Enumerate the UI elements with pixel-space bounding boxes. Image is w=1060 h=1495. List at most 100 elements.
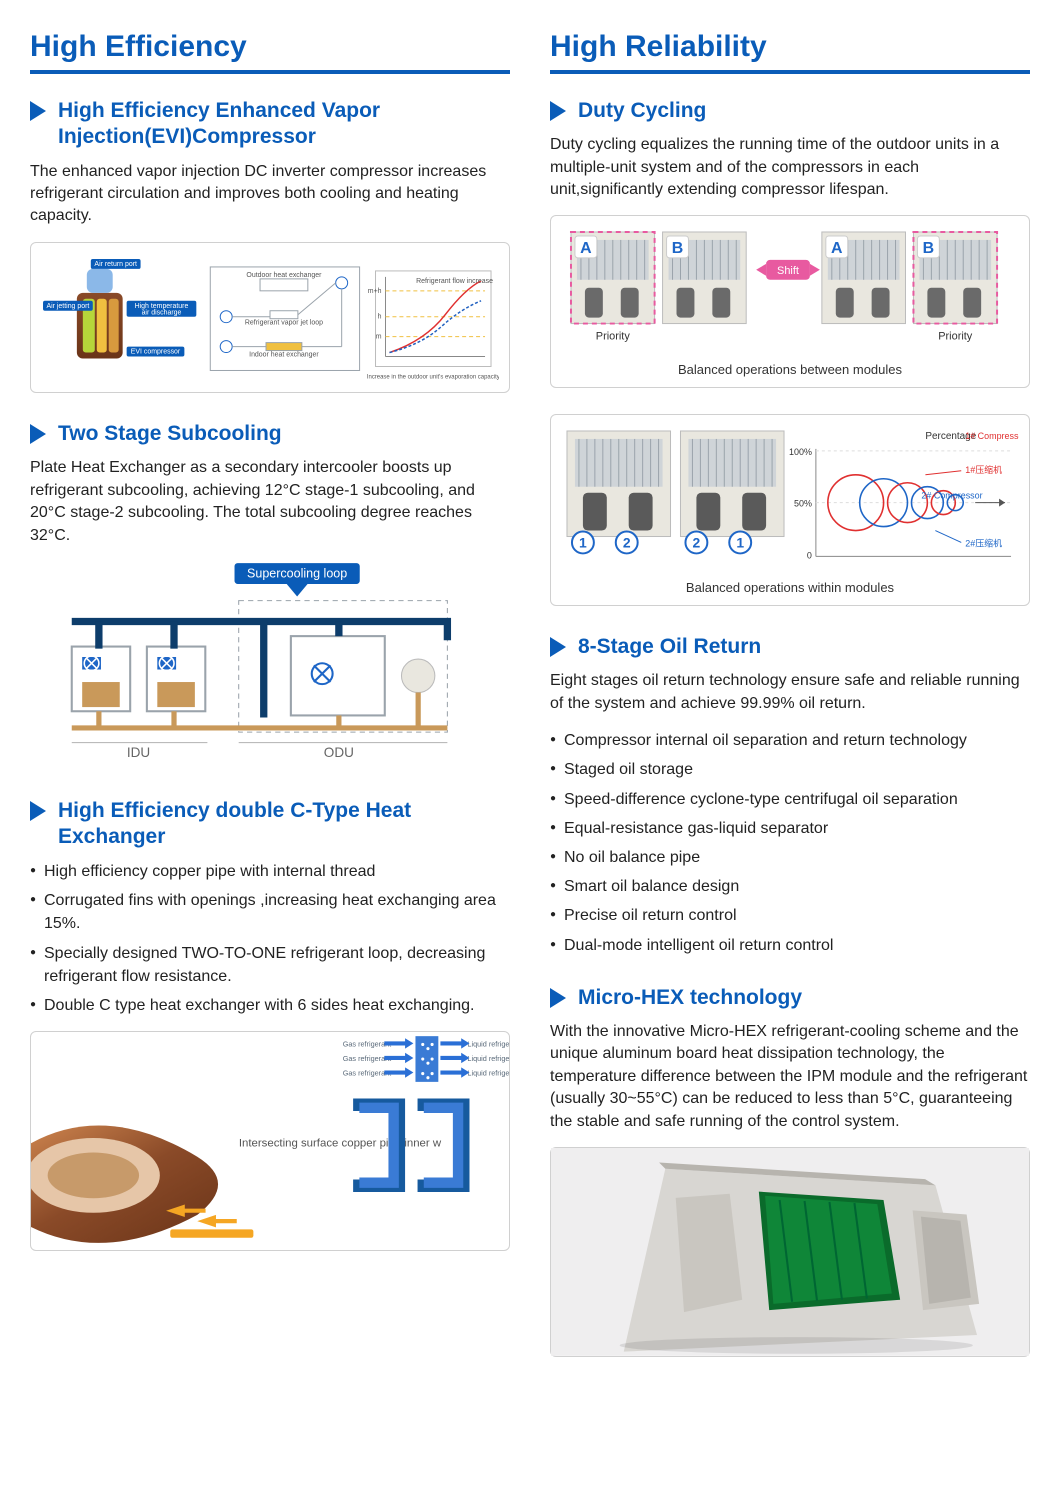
svg-text:Gas refrigerant: Gas refrigerant — [343, 1069, 391, 1078]
duty-within-diagram: 1 2 2 1 Percentage 1# Compressor — [561, 425, 1019, 574]
bullet-item: Speed-difference cyclone-type centrifuga… — [550, 788, 1030, 811]
svg-text:2: 2 — [693, 534, 701, 550]
svg-text:2: 2 — [623, 534, 631, 550]
svg-text:EVI compressor: EVI compressor — [131, 348, 181, 355]
microhex-body: With the innovative Micro-HEX refrigeran… — [550, 1021, 1030, 1133]
figure-duty-within: 1 2 2 1 Percentage 1# Compressor — [550, 414, 1030, 606]
svg-text:Increase in the outdoor unit's: Increase in the outdoor unit's evaporati… — [367, 374, 499, 380]
section-duty: Duty Cycling Duty cycling equalizes the … — [550, 98, 1030, 606]
left-main-heading: High Efficiency — [30, 30, 510, 64]
svg-text:B: B — [923, 240, 935, 257]
figure-subcooling: Supercooling loop — [30, 561, 510, 770]
svg-text:Refrigerant vapor jet loop: Refrigerant vapor jet loop — [245, 319, 323, 326]
svg-text:B: B — [672, 240, 684, 257]
bullet-item: Corrugated fins with openings ,increasin… — [30, 889, 510, 935]
svg-text:m+h: m+h — [368, 287, 382, 294]
bullet-item: Precise oil return control — [550, 904, 1030, 927]
bullet-item: Smart oil balance design — [550, 875, 1030, 898]
figure-duty-between: A B A B Shift Priority Priority Bal — [550, 215, 1030, 387]
svg-text:0: 0 — [807, 550, 812, 560]
svg-text:ODU: ODU — [324, 745, 354, 760]
section-evi: High Efficiency Enhanced Vapor Injection… — [30, 98, 510, 393]
svg-text:Intersecting surface copper pi: Intersecting surface copper pipe inner w — [239, 1138, 442, 1150]
svg-text:Supercooling loop: Supercooling loop — [247, 567, 347, 581]
subheading-microhex: Micro-HEX technology — [550, 985, 1030, 1011]
left-column: High Efficiency High Efficiency Enhanced… — [30, 30, 510, 1385]
right-column: High Reliability Duty Cycling Duty cycli… — [550, 30, 1030, 1385]
bullet-item: Specially designed TWO-TO-ONE refrigeran… — [30, 942, 510, 988]
evi-body: The enhanced vapor injection DC inverter… — [30, 161, 510, 228]
arrow-icon — [30, 801, 46, 821]
subheading-oil-title: 8-Stage Oil Return — [578, 634, 761, 660]
right-heading-underline — [550, 70, 1030, 74]
svg-text:Liquid refrigerant: Liquid refrigerant — [467, 1054, 509, 1063]
svg-text:Priority: Priority — [938, 331, 973, 343]
microhex-diagram — [551, 1148, 1029, 1356]
svg-text:Liquid refrigerant: Liquid refrigerant — [467, 1069, 509, 1078]
subcooling-diagram: Supercooling loop — [30, 561, 510, 770]
left-heading-underline — [30, 70, 510, 74]
subheading-oil: 8-Stage Oil Return — [550, 634, 1030, 660]
bullet-item: No oil balance pipe — [550, 846, 1030, 869]
svg-text:Liquid refrigerant: Liquid refrigerant — [467, 1040, 509, 1049]
figure-evi: Air return port Air jetting port High te… — [30, 242, 510, 393]
subheading-microhex-title: Micro-HEX technology — [578, 985, 802, 1011]
svg-text:Air return port: Air return port — [94, 261, 137, 268]
svg-text:1# Compressor: 1# Compressor — [965, 431, 1019, 441]
ctype-diagram: Intersecting surface copper pipe inner w… — [31, 1032, 509, 1251]
svg-text:air discharge: air discharge — [142, 309, 182, 316]
subheading-duty: Duty Cycling — [550, 98, 1030, 124]
svg-text:High temperature: High temperature — [135, 302, 189, 309]
svg-text:Outdoor heat exchanger: Outdoor heat exchanger — [246, 272, 322, 279]
arrow-icon — [550, 988, 566, 1008]
svg-text:m: m — [376, 333, 382, 340]
figure-ctype: Intersecting surface copper pipe inner w… — [30, 1031, 510, 1251]
svg-text:100%: 100% — [789, 447, 812, 457]
svg-text:A: A — [831, 240, 843, 257]
svg-text:50%: 50% — [794, 498, 812, 508]
arrow-icon — [550, 637, 566, 657]
subheading-ctype: High Efficiency double C-Type Heat Excha… — [30, 798, 510, 851]
svg-text:Refrigerant flow increase: Refrigerant flow increase — [416, 278, 493, 285]
caption-within: Balanced operations within modules — [561, 580, 1019, 595]
svg-text:2# Compressor: 2# Compressor — [921, 491, 982, 501]
svg-text:2#压缩机: 2#压缩机 — [965, 537, 1002, 548]
page-columns: High Efficiency High Efficiency Enhanced… — [30, 30, 1030, 1385]
bullet-item: Equal-resistance gas-liquid separator — [550, 817, 1030, 840]
svg-text:Shift: Shift — [777, 265, 799, 277]
section-subcooling: Two Stage Subcooling Plate Heat Exchange… — [30, 421, 510, 770]
bullet-item: Staged oil storage — [550, 758, 1030, 781]
svg-text:1: 1 — [736, 534, 744, 550]
right-main-heading: High Reliability — [550, 30, 1030, 64]
bullet-item: Compressor internal oil separation and r… — [550, 729, 1030, 752]
evi-diagram: Air return port Air jetting port High te… — [41, 253, 499, 382]
subcooling-body: Plate Heat Exchanger as a secondary inte… — [30, 457, 510, 547]
duty-body: Duty cycling equalizes the running time … — [550, 134, 1030, 201]
arrow-icon — [30, 101, 46, 121]
bullet-item: Double C type heat exchanger with 6 side… — [30, 994, 510, 1017]
svg-text:1#压缩机: 1#压缩机 — [965, 464, 1002, 475]
svg-text:Gas refrigerant: Gas refrigerant — [343, 1054, 391, 1063]
arrow-icon — [550, 101, 566, 121]
section-oil: 8-Stage Oil Return Eight stages oil retu… — [550, 634, 1030, 957]
svg-text:h: h — [378, 313, 382, 320]
svg-text:Gas refrigerant: Gas refrigerant — [343, 1040, 391, 1049]
figure-microhex — [550, 1147, 1030, 1357]
oil-bullet-list: Compressor internal oil separation and r… — [550, 729, 1030, 957]
ctype-bullet-list: High efficiency copper pipe with interna… — [30, 860, 510, 1017]
svg-text:Priority: Priority — [596, 331, 631, 343]
subheading-subcooling: Two Stage Subcooling — [30, 421, 510, 447]
bullet-item: Dual-mode intelligent oil return control — [550, 934, 1030, 957]
subheading-subcooling-title: Two Stage Subcooling — [58, 421, 282, 447]
section-ctype: High Efficiency double C-Type Heat Excha… — [30, 798, 510, 1252]
svg-text:Air jetting port: Air jetting port — [46, 302, 89, 309]
bullet-item: High efficiency copper pipe with interna… — [30, 860, 510, 883]
arrow-icon — [30, 424, 46, 444]
caption-between: Balanced operations between modules — [561, 362, 1019, 377]
svg-text:IDU: IDU — [127, 745, 150, 760]
subheading-evi-title: High Efficiency Enhanced Vapor Injection… — [58, 98, 510, 151]
svg-text:A: A — [580, 240, 592, 257]
duty-between-diagram: A B A B Shift Priority Priority — [561, 226, 1019, 355]
svg-text:Indoor heat exchanger: Indoor heat exchanger — [249, 351, 319, 358]
subheading-evi: High Efficiency Enhanced Vapor Injection… — [30, 98, 510, 151]
